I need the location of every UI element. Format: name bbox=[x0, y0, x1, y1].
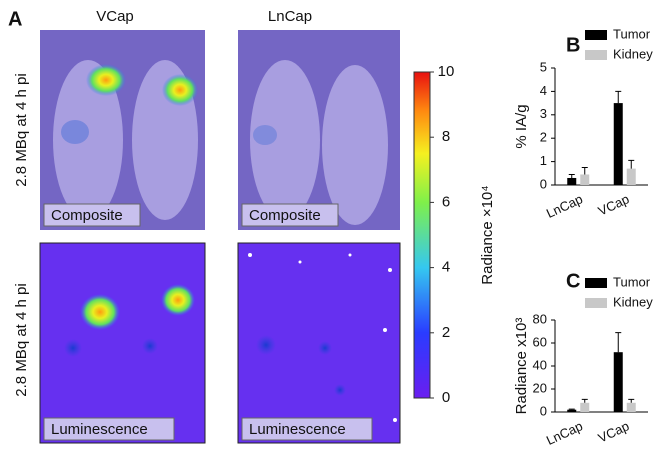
y-tick-label: 40 bbox=[533, 357, 547, 372]
colorbar-tick-label: 8 bbox=[442, 128, 450, 145]
legend-swatch bbox=[585, 298, 607, 308]
legend-label: Kidney bbox=[613, 294, 653, 309]
legend-swatch bbox=[585, 278, 607, 288]
legend-label: Kidney bbox=[613, 46, 653, 61]
bar bbox=[580, 402, 590, 412]
colorbar-tick-label: 0 bbox=[442, 389, 450, 406]
panel-label: C bbox=[566, 270, 580, 292]
legend-swatch bbox=[585, 30, 607, 40]
image-label: Composite bbox=[249, 207, 321, 224]
image-label: Composite bbox=[51, 207, 123, 224]
bar bbox=[580, 174, 590, 185]
bar bbox=[626, 168, 636, 185]
colorbar-label: Radiance ×10⁴ bbox=[479, 185, 496, 284]
x-tick-label: VCap bbox=[596, 418, 632, 445]
y-tick-label: 4 bbox=[540, 83, 547, 98]
error-bar bbox=[628, 159, 635, 169]
y-axis-label: Radiance x10³ bbox=[513, 318, 530, 415]
y-tick-label: 2 bbox=[540, 130, 547, 145]
image-label: Luminescence bbox=[51, 421, 148, 438]
error-bar bbox=[615, 90, 622, 104]
row-label: 2.8 MBq at 4 h pi bbox=[13, 73, 30, 186]
luminescence-image bbox=[237, 242, 401, 444]
error-bar bbox=[568, 408, 575, 410]
colorbar-tick-label: 4 bbox=[442, 259, 450, 276]
luminescence-image bbox=[39, 242, 206, 444]
error-bar bbox=[615, 332, 622, 353]
colorbar-tick-label: 6 bbox=[442, 193, 450, 210]
colorbar-tick-label: 2 bbox=[442, 324, 450, 341]
colorbar bbox=[413, 71, 431, 399]
composite-image bbox=[40, 30, 205, 230]
row-label: 2.8 MBq at 4 h pi bbox=[13, 283, 30, 396]
panel-label: A bbox=[8, 8, 22, 30]
error-bar bbox=[581, 166, 588, 175]
bar bbox=[626, 402, 636, 412]
x-tick-label: VCap bbox=[596, 191, 632, 218]
bar bbox=[613, 352, 623, 412]
column-header: VCap bbox=[96, 8, 134, 25]
image-label: Luminescence bbox=[249, 421, 346, 438]
x-tick-label: LnCap bbox=[544, 418, 585, 448]
x-tick-label: LnCap bbox=[544, 191, 585, 221]
y-tick-label: 80 bbox=[533, 311, 547, 326]
error-bar bbox=[581, 398, 588, 403]
legend-label: Tumor bbox=[613, 26, 651, 41]
bar bbox=[567, 177, 577, 185]
image-tag bbox=[43, 203, 373, 441]
colorbar-tick-label: 10 bbox=[438, 63, 455, 80]
y-tick-label: 0 bbox=[540, 176, 547, 191]
y-tick-label: 1 bbox=[540, 153, 547, 168]
error-bar bbox=[568, 173, 575, 178]
y-tick-label: 0 bbox=[540, 403, 547, 418]
bar bbox=[613, 103, 623, 185]
legend-swatch bbox=[585, 50, 607, 60]
legend-label: Tumor bbox=[613, 274, 651, 289]
y-axis-label: % IA/g bbox=[513, 104, 530, 148]
panel-label: B bbox=[566, 34, 580, 56]
y-tick-label: 20 bbox=[533, 380, 547, 395]
bar bbox=[567, 409, 577, 412]
y-tick-label: 60 bbox=[533, 334, 547, 349]
error-bar bbox=[628, 398, 635, 403]
y-tick-label: 5 bbox=[540, 59, 547, 74]
y-tick-label: 3 bbox=[540, 106, 547, 121]
composite-image bbox=[238, 30, 400, 230]
column-header: LnCap bbox=[268, 8, 312, 25]
